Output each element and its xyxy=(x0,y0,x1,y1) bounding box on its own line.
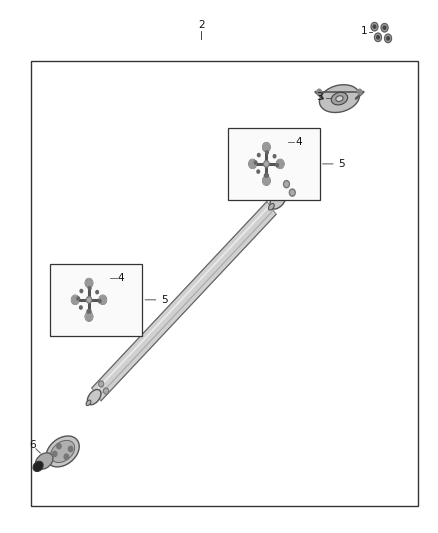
Circle shape xyxy=(283,181,290,188)
Circle shape xyxy=(85,279,93,287)
Circle shape xyxy=(265,162,268,166)
Bar xyxy=(228,128,320,200)
Circle shape xyxy=(317,89,321,94)
Circle shape xyxy=(263,176,270,185)
Circle shape xyxy=(80,306,82,309)
Circle shape xyxy=(387,37,389,40)
Ellipse shape xyxy=(319,85,360,112)
Circle shape xyxy=(99,300,101,303)
Circle shape xyxy=(88,310,91,313)
Circle shape xyxy=(53,451,57,457)
Circle shape xyxy=(264,177,269,184)
Circle shape xyxy=(254,161,257,164)
Circle shape xyxy=(265,174,267,177)
Ellipse shape xyxy=(46,436,79,467)
Circle shape xyxy=(249,159,256,168)
Circle shape xyxy=(277,160,283,167)
Circle shape xyxy=(99,381,103,387)
Text: 3: 3 xyxy=(317,92,323,102)
Circle shape xyxy=(276,164,279,167)
Text: 2: 2 xyxy=(198,20,205,30)
Circle shape xyxy=(276,159,284,168)
Circle shape xyxy=(71,295,79,304)
Circle shape xyxy=(100,296,106,303)
Circle shape xyxy=(264,143,269,151)
Circle shape xyxy=(258,154,260,157)
Circle shape xyxy=(273,155,276,158)
Circle shape xyxy=(371,22,378,31)
Circle shape xyxy=(291,191,294,195)
Circle shape xyxy=(357,89,362,94)
Text: 6: 6 xyxy=(29,440,36,450)
Circle shape xyxy=(381,23,388,32)
Circle shape xyxy=(264,161,269,167)
Ellipse shape xyxy=(88,390,101,405)
Text: 1: 1 xyxy=(360,26,367,36)
Ellipse shape xyxy=(51,440,74,463)
Circle shape xyxy=(385,34,392,43)
Circle shape xyxy=(266,151,268,154)
Circle shape xyxy=(257,170,260,173)
Circle shape xyxy=(80,289,83,293)
Circle shape xyxy=(86,279,92,287)
Circle shape xyxy=(77,297,80,300)
Bar xyxy=(50,264,142,336)
Ellipse shape xyxy=(331,92,348,105)
Circle shape xyxy=(99,295,106,304)
Circle shape xyxy=(86,313,92,320)
Circle shape xyxy=(374,33,381,42)
Ellipse shape xyxy=(336,96,343,101)
Polygon shape xyxy=(92,201,276,401)
Circle shape xyxy=(383,26,386,29)
Ellipse shape xyxy=(35,453,53,469)
Circle shape xyxy=(64,454,68,459)
Bar xyxy=(31,61,418,506)
Circle shape xyxy=(105,389,107,393)
Circle shape xyxy=(373,25,376,28)
Ellipse shape xyxy=(86,400,91,406)
Circle shape xyxy=(266,174,268,177)
Circle shape xyxy=(87,310,90,313)
Circle shape xyxy=(57,443,61,449)
Circle shape xyxy=(86,296,92,303)
Circle shape xyxy=(88,298,91,302)
Text: 4: 4 xyxy=(118,273,124,283)
Text: 4: 4 xyxy=(295,138,302,147)
Circle shape xyxy=(377,36,379,39)
Circle shape xyxy=(85,312,93,321)
Text: 5: 5 xyxy=(161,295,167,305)
Circle shape xyxy=(250,160,255,167)
Circle shape xyxy=(285,182,288,186)
Circle shape xyxy=(100,382,102,386)
Circle shape xyxy=(103,388,109,394)
Circle shape xyxy=(72,296,78,303)
Circle shape xyxy=(68,446,73,451)
Circle shape xyxy=(290,189,295,196)
Circle shape xyxy=(263,143,270,151)
Circle shape xyxy=(88,287,91,290)
Ellipse shape xyxy=(268,204,274,210)
Ellipse shape xyxy=(33,461,43,472)
Circle shape xyxy=(96,290,99,294)
Ellipse shape xyxy=(270,191,286,209)
Text: 5: 5 xyxy=(338,159,345,169)
